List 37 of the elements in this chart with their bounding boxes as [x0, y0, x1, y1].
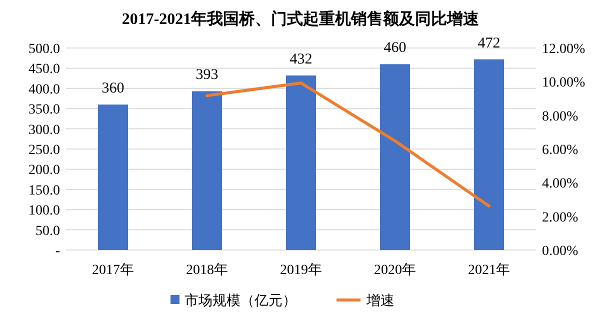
x-tick-label: 2019年 — [280, 262, 322, 278]
y-tick-label: 200.0 — [28, 163, 60, 178]
legend-label: 市场规模（亿元） — [184, 293, 296, 309]
y-tick-label: 100.0 — [28, 204, 60, 219]
y2-tick-label: 2.00% — [542, 210, 578, 226]
y-tick-label: 250.0 — [28, 143, 60, 158]
y2-tick-label: 10.00% — [542, 76, 586, 91]
y2-tick-label: 4.00% — [542, 176, 578, 192]
data-label: 432 — [290, 51, 312, 68]
y-tick-label: 150.0 — [28, 183, 60, 198]
data-label: 460 — [384, 40, 406, 56]
x-tick-label: 2017年 — [92, 262, 134, 278]
y-tick-label: 300.0 — [28, 122, 60, 138]
y-tick-label: 500.0 — [28, 42, 60, 57]
x-tick-label: 2018年 — [186, 262, 228, 278]
bar — [380, 64, 410, 250]
bar — [286, 75, 316, 250]
y-tick-label: 450.0 — [28, 62, 60, 78]
y2-tick-label: 8.00% — [542, 109, 578, 124]
y-tick-label: 350.0 — [28, 102, 60, 118]
y-tick-label: 400.0 — [28, 82, 60, 98]
y-tick-label: - — [55, 244, 60, 259]
y2-tick-label: 0.00% — [542, 244, 578, 259]
y2-tick-label: 6.00% — [542, 143, 578, 158]
y-tick-label: 50.0 — [36, 224, 60, 239]
y2-tick-label: 12.00% — [542, 42, 586, 57]
x-tick-label: 2020年 — [374, 262, 416, 278]
x-tick-label: 2021年 — [468, 262, 510, 278]
chart-title: 2017-2021年我国桥、门式起重机销售额及同比增速 — [122, 9, 480, 28]
bar — [192, 91, 222, 250]
data-label: 360 — [102, 80, 124, 97]
data-label: 393 — [196, 67, 218, 84]
legend-label: 增速 — [366, 293, 394, 309]
line-series — [206, 82, 490, 208]
data-label: 472 — [478, 35, 500, 52]
bar — [98, 104, 128, 250]
bar — [474, 59, 504, 250]
